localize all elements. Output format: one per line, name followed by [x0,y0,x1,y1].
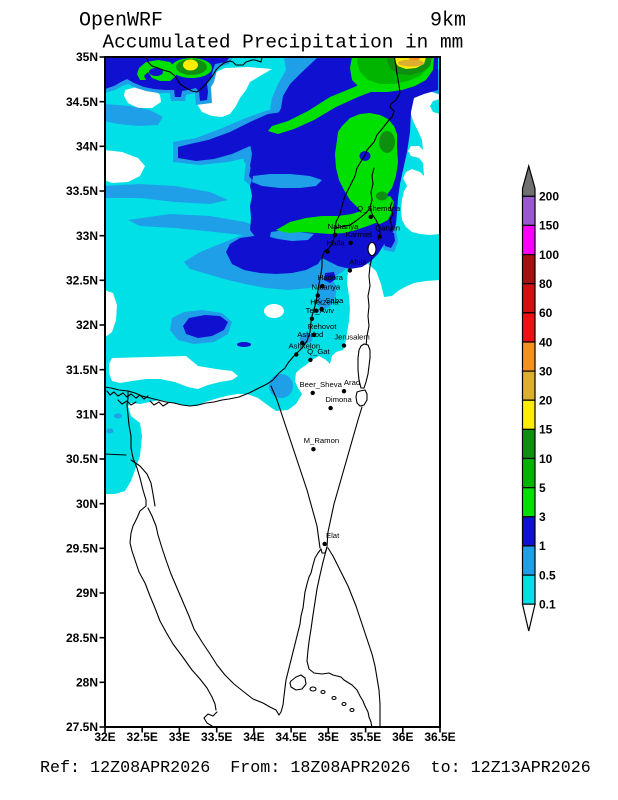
svg-text:35E: 35E [318,730,339,744]
svg-text:15: 15 [539,423,553,437]
svg-text:32E: 32E [94,730,115,744]
svg-text:35N: 35N [76,50,98,64]
svg-text:32.5E: 32.5E [127,730,158,744]
svg-text:Q_Gat: Q_Gat [307,347,331,356]
svg-text:29N: 29N [76,586,98,600]
svg-text:150: 150 [539,219,559,233]
svg-text:28N: 28N [76,676,98,690]
svg-text:Dimona: Dimona [325,395,352,404]
svg-text:Natanya: Natanya [311,283,340,292]
svg-text:200: 200 [539,190,559,204]
svg-text:Ref: 12Z08APR2026 From: 18Z08: Ref: 12Z08APR2026 From: 18Z08APR2026 to:… [40,759,591,778]
svg-text:Rehovot: Rehovot [308,322,337,331]
svg-text:36E: 36E [392,730,413,744]
svg-text:28.5N: 28.5N [66,631,98,645]
svg-text:Qatsrin: Qatsrin [375,224,400,233]
svg-text:Haifa: Haifa [327,239,346,248]
svg-text:33.5N: 33.5N [66,184,98,198]
svg-text:60: 60 [539,306,553,320]
svg-text:31N: 31N [76,408,98,422]
svg-text:Ashdod: Ashdod [297,330,323,339]
svg-text:33E: 33E [169,730,190,744]
svg-text:Karmiel: Karmiel [346,230,372,239]
svg-text:36.5E: 36.5E [424,730,455,744]
svg-text:Beer_Sheva: Beer_Sheva [300,380,343,389]
svg-text:0.1: 0.1 [539,598,556,612]
svg-text:Elat: Elat [326,531,340,540]
svg-text:Arad: Arad [344,378,360,387]
svg-text:33N: 33N [76,229,98,243]
svg-text:20: 20 [539,394,553,408]
svg-text:3: 3 [539,510,546,524]
svg-text:34.5E: 34.5E [275,730,306,744]
svg-text:34N: 34N [76,140,98,154]
svg-text:Jerusalem: Jerusalem [334,333,369,342]
svg-text:30.5N: 30.5N [66,452,98,466]
svg-text:1: 1 [539,539,546,553]
svg-text:Accumulated Precipitation in m: Accumulated Precipitation in mm [103,32,464,54]
svg-text:27.5N: 27.5N [66,720,98,734]
svg-text:30: 30 [539,364,553,378]
svg-text:OpenWRF: OpenWRF [79,10,163,33]
svg-text:80: 80 [539,277,553,291]
svg-text:5: 5 [539,481,546,495]
svg-text:0.5: 0.5 [539,568,556,582]
svg-text:Hadera: Hadera [318,273,344,282]
svg-text:34.5N: 34.5N [66,95,98,109]
svg-text:M_Ramon: M_Ramon [304,436,339,445]
svg-text:9km: 9km [430,10,466,33]
svg-text:31.5N: 31.5N [66,363,98,377]
svg-text:33.5E: 33.5E [201,730,232,744]
svg-text:Afula: Afula [349,258,367,267]
svg-text:Ashkelon: Ashkelon [288,342,320,351]
svg-text:30N: 30N [76,497,98,511]
svg-text:Nahariya: Nahariya [328,222,359,231]
svg-text:K_Saba: K_Saba [316,296,344,305]
svg-text:34E: 34E [243,730,264,744]
svg-text:32.5N: 32.5N [66,274,98,288]
svg-text:29.5N: 29.5N [66,542,98,556]
svg-text:Herzelia: Herzelia [310,298,339,307]
svg-text:Q_Shemona: Q_Shemona [357,204,401,213]
svg-text:Tel_Aviv: Tel_Aviv [306,306,335,315]
svg-text:10: 10 [539,452,553,466]
svg-text:32N: 32N [76,318,98,332]
svg-text:100: 100 [539,248,559,262]
svg-text:40: 40 [539,335,553,349]
svg-text:35.5E: 35.5E [350,730,381,744]
